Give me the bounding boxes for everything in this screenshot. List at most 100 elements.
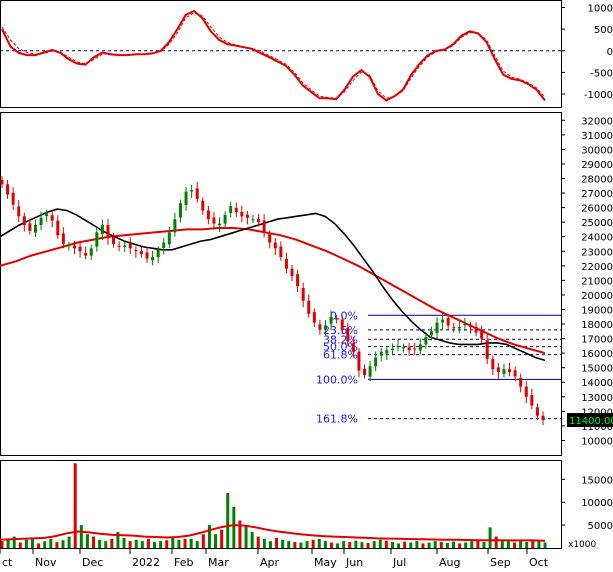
volume-bar <box>427 542 431 548</box>
candle-body <box>173 219 177 233</box>
volume-y-axis: 15000 10000 5000 <box>561 475 613 532</box>
price-y-axis: 32000 31000 30000 29000 28000 27000 26000 25000… <box>561 116 613 447</box>
volume-bar <box>494 536 498 548</box>
fibonacci-levels: 0.0%23.6%38.2%50.0%61.8%100.0%161.8% <box>316 309 561 426</box>
candle-body <box>396 345 400 348</box>
candle-body <box>463 324 467 326</box>
volume-bar <box>98 539 102 548</box>
candle-body <box>335 318 339 320</box>
candle-body <box>351 343 355 352</box>
price-y-tick-label: 21000 <box>581 276 613 287</box>
candle-body <box>519 378 523 387</box>
volume-bar <box>177 539 181 548</box>
price-y-tick-label: 18000 <box>581 320 613 331</box>
price-panel-frame <box>0 112 562 456</box>
macd-y-tick-label: 1000 <box>588 3 613 14</box>
volume-bar <box>49 538 53 548</box>
candle-body <box>273 242 277 249</box>
price-y-tick-label: 23000 <box>581 247 613 258</box>
volume-bar <box>220 529 224 548</box>
volume-bar <box>146 538 150 548</box>
volume-panel: 15000 10000 5000 x1000 <box>0 460 613 550</box>
volume-bar <box>61 540 65 548</box>
volume-bar <box>415 541 419 548</box>
price-y-tick-label: 10000 <box>581 436 613 447</box>
last-price-box <box>567 413 613 428</box>
candle-body <box>11 192 15 205</box>
volume-bar <box>397 543 401 548</box>
candle-body <box>407 347 411 351</box>
volume-y-tick-label: 15000 <box>581 475 613 486</box>
volume-bar <box>207 525 211 548</box>
x-tick-label: Aug <box>439 556 460 569</box>
volume-bar <box>476 539 480 548</box>
x-tick-label: ct <box>2 556 13 569</box>
volume-panel-frame <box>0 460 562 549</box>
candle-body <box>318 324 322 330</box>
volume-bar <box>55 542 59 548</box>
candle-body <box>262 220 266 233</box>
volume-bar <box>378 539 382 548</box>
volume-bar <box>214 534 218 548</box>
candle-body <box>402 347 406 349</box>
volume-bar <box>537 540 541 548</box>
fib-level-label: 161.8% <box>316 413 358 426</box>
macd-y-tick-label: 0 <box>607 47 613 58</box>
volume-bar <box>110 538 114 548</box>
candle-body <box>162 242 166 249</box>
volume-bar <box>275 537 279 548</box>
candle-body <box>424 337 428 345</box>
volume-bar <box>256 536 260 548</box>
volume-bar <box>506 541 510 548</box>
volume-bar <box>329 542 333 548</box>
volume-bar <box>201 534 205 548</box>
fib-level-label: 100.0% <box>316 373 358 386</box>
candle-body <box>39 217 43 226</box>
price-y-tick-label: 32000 <box>581 116 613 127</box>
x-tick-label: Mar <box>208 556 229 569</box>
candle-body <box>290 268 294 276</box>
x-tick-label: Feb <box>174 556 193 569</box>
candle-body <box>374 357 378 367</box>
price-y-tick-label: 15000 <box>581 364 613 375</box>
volume-bar <box>0 541 4 548</box>
macd-y-tick-label: -500 <box>590 68 613 79</box>
volume-bar <box>421 543 425 548</box>
price-panel: 0.0%23.6%38.2%50.0%61.8%100.0%161.8% 320… <box>0 112 613 456</box>
candle-body <box>390 348 394 351</box>
candle-body <box>474 326 478 333</box>
x-tick-label: Apr <box>260 556 280 569</box>
volume-bar <box>336 543 340 548</box>
volume-bar <box>403 541 407 548</box>
candle-body <box>524 386 528 397</box>
volume-bar <box>354 540 358 548</box>
x-tick-label: Sep <box>490 556 511 569</box>
candle-body <box>307 300 311 314</box>
volume-bar <box>92 536 96 548</box>
candle-body <box>485 340 489 359</box>
x-tick-label: Dec <box>82 556 103 569</box>
volume-bar <box>445 542 449 548</box>
fib-level-label: 61.8% <box>323 349 358 362</box>
volume-bar <box>189 538 193 548</box>
volume-bar <box>360 542 364 548</box>
candle-body <box>73 245 77 249</box>
volume-bar <box>464 542 468 548</box>
candle-body <box>6 184 10 195</box>
volume-bar <box>79 525 83 548</box>
volume-bar <box>238 520 242 548</box>
candle-body <box>145 252 149 259</box>
candle-body <box>535 407 539 416</box>
price-y-tick-label: 22000 <box>581 262 613 273</box>
candle-body <box>446 317 450 326</box>
volume-bar <box>85 534 89 548</box>
candle-body <box>151 257 155 261</box>
x-tick-label: May <box>314 556 337 569</box>
x-tick-label: 2022 <box>132 556 160 569</box>
volume-moving-average <box>0 524 546 542</box>
price-candles <box>0 176 545 426</box>
price-y-tick-label: 16000 <box>581 349 613 360</box>
volume-bar <box>409 542 413 548</box>
volume-bar <box>6 538 10 548</box>
volume-bar <box>165 540 169 548</box>
